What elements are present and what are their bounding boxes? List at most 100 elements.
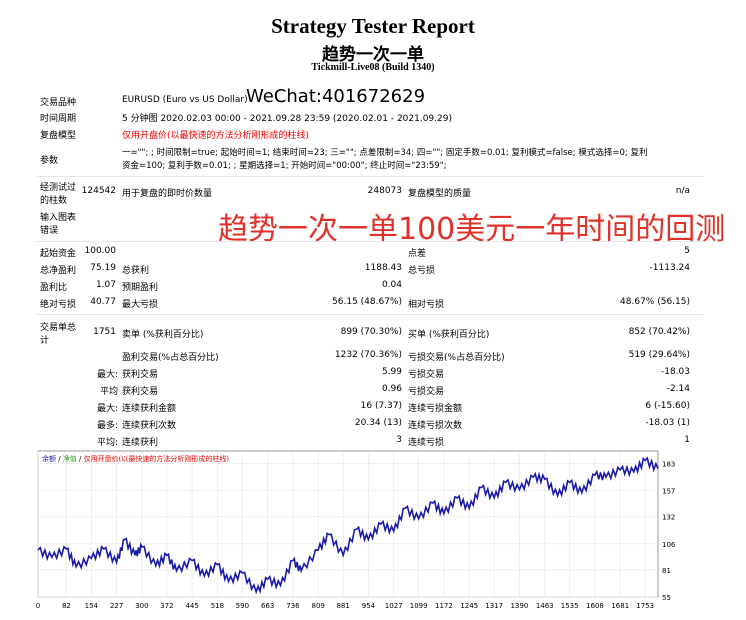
chart-legend: 余额 / 净值 / 仅用开盘价(以最快速的方法分析刚形成的柱线): [42, 454, 229, 463]
gross-loss-value: -1113.24: [649, 263, 690, 273]
max-win-label: 获利交易: [122, 370, 159, 380]
x-tick-label: 1317: [485, 602, 503, 610]
avg-win-label: 获利交易: [122, 387, 159, 397]
report-subtitle: 趋势一次一单: [322, 45, 424, 65]
x-tick-label: 82: [62, 602, 71, 610]
params-line2: 资金=100; 复利手数=0.01; ; 星期选择=1; 开始时间="00:00…: [122, 161, 447, 171]
legend-separator: /: [56, 455, 63, 463]
x-tick-label: 1681: [611, 602, 629, 610]
max-prefix-2: 最大:: [96, 404, 118, 414]
x-tick-label: 154: [85, 602, 99, 610]
deposit-value: 100.00: [84, 246, 117, 256]
legend-separator: /: [77, 455, 84, 463]
x-tick-label: 1753: [636, 602, 654, 610]
avg-cons-loss-label: 连续亏损: [408, 438, 445, 448]
cons-loss-cnt-label: 连续亏损次数: [408, 421, 463, 431]
divider: [36, 241, 704, 242]
bars-label-2: 的柱数: [40, 196, 68, 206]
x-tick-label: 663: [261, 602, 274, 610]
spread-label: 点差: [408, 249, 427, 259]
x-tick-label: 1172: [435, 602, 453, 610]
x-tick-label: 809: [312, 602, 325, 610]
abs-dd-value: 40.77: [90, 297, 116, 307]
net-label: 总净盈利: [40, 266, 77, 276]
trades-label-2: 计: [40, 336, 50, 346]
long-value: 852 (70.42%): [628, 327, 690, 337]
errors-label-2: 错误: [40, 226, 59, 236]
params-line1: 一=""; ; 时间限制=true; 起始时间=1; 结束时间=23; 三=""…: [122, 148, 648, 158]
legend-model: 仅用开盘价(以最快速的方法分析刚形成的柱线): [84, 454, 230, 463]
x-tick-label: 0: [36, 602, 40, 610]
ticks-value: 248073: [367, 186, 402, 196]
quality-value: n/a: [675, 186, 690, 196]
x-tick-label: 300: [135, 602, 148, 610]
exp-value: 0.04: [381, 280, 402, 290]
max-lose-value: -18.03: [660, 367, 690, 377]
cons-win-cnt-label: 连续获利次数: [122, 421, 177, 431]
rel-dd-value: 48.67% (56.15): [620, 297, 690, 307]
x-tick-label: 518: [211, 602, 224, 610]
period-value: 5 分钟图 2020.02.03 00:00 - 2021.09.28 23:5…: [122, 114, 452, 124]
avg-lose-label: 亏损交易: [408, 387, 445, 397]
quality-label: 复盘模型的质量: [408, 189, 472, 199]
report-title: Strategy Tester Report: [271, 14, 475, 38]
x-tick-label: 227: [110, 602, 123, 610]
cons-win-amt-label: 连续获利金额: [122, 404, 177, 414]
y-tick-label: 183: [662, 461, 675, 469]
cons-win-cnt-value: 20.34 (13): [354, 418, 402, 428]
errors-label-1: 输入图表: [40, 213, 77, 223]
win-value: 1232 (70.36%): [334, 350, 402, 360]
bars-label-1: 经测试过: [40, 183, 77, 193]
x-tick-label: 1390: [511, 602, 529, 610]
x-tick-label: 1535: [561, 602, 579, 610]
bars-value: 124542: [81, 186, 116, 196]
gross-profit-label: 总获利: [122, 266, 150, 276]
balance-line: [37, 456, 659, 595]
gross-profit-value: 1188.43: [364, 263, 402, 273]
win-label: 盈利交易(%占总百分比): [122, 353, 219, 363]
x-tick-label: 1245: [460, 602, 478, 610]
x-tick-label: 1608: [586, 602, 604, 610]
wechat-overlay: WeChat:401672629: [246, 86, 426, 107]
y-tick-label: 106: [662, 541, 676, 549]
deposit-label: 起始资金: [40, 249, 77, 259]
avg-cons-win-value: 3: [396, 435, 402, 445]
long-label: 买单 (%获利百分比): [408, 330, 490, 340]
plot-area: [37, 450, 659, 598]
cons-loss-cnt-value: -18.03 (1): [645, 418, 690, 428]
short-value: 899 (70.30%): [340, 327, 402, 337]
x-tick-label: 881: [336, 602, 349, 610]
max-lose-label: 亏损交易: [408, 370, 445, 380]
period-label: 时间周期: [40, 114, 77, 124]
cons-win-amt-value: 16 (7.37): [360, 401, 402, 411]
symbol-value: EURUSD (Euro vs US Dollar): [122, 95, 248, 105]
x-tick-label: 736: [286, 602, 300, 610]
max-prefix: 最大:: [96, 370, 118, 380]
y-tick-label: 157: [662, 488, 675, 496]
divider: [36, 176, 704, 177]
max-dd-value: 56.15 (48.67%): [332, 297, 402, 307]
y-axis: 183 157 132 106 81 55: [662, 461, 676, 602]
cons-loss-amt-value: 6 (-15.60): [645, 401, 690, 411]
params-label: 参数: [40, 156, 59, 166]
x-tick-label: 1027: [385, 602, 403, 610]
legend-equity: 净值: [63, 454, 77, 463]
model-value: 仅用开盘价(以最快速的方法分析刚形成的柱线): [122, 131, 310, 141]
chart-grid: [37, 451, 658, 598]
abs-dd-label: 绝对亏损: [40, 300, 77, 310]
net-value: 75.19: [90, 263, 116, 273]
y-tick-label: 81: [662, 567, 671, 575]
spread-value: 5: [684, 246, 690, 256]
y-tick-label: 132: [662, 514, 675, 522]
cons-loss-amt-label: 连续亏损金额: [408, 404, 463, 414]
x-tick-label: 590: [236, 602, 249, 610]
avg-cons-loss-value: 1: [684, 435, 690, 445]
lose-value: 519 (29.64%): [628, 350, 690, 360]
max-win-value: 5.99: [381, 367, 402, 377]
trades-value: 1751: [93, 327, 116, 337]
most-prefix: 最多:: [96, 421, 118, 431]
x-tick-label: 372: [160, 602, 173, 610]
avg-prefix-2: 平均:: [96, 438, 118, 448]
server-name: Tickmill-Live08 (Build 1340): [311, 62, 435, 73]
exp-label: 预期盈利: [122, 283, 159, 293]
